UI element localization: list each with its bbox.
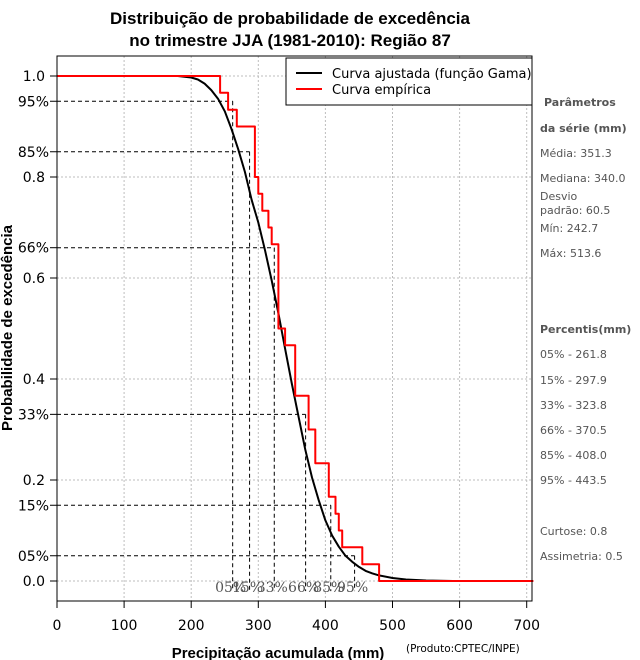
fitted-gamma-curve [177, 75, 453, 582]
stat-desvio-2: padrão: 60.5 [540, 204, 610, 217]
legend-label-empirical: Curva empírica [332, 83, 431, 98]
y-pct-label-4: 15% [18, 498, 49, 514]
x-tick-label-5: 500 [379, 618, 406, 634]
x-tick-label-7: 700 [513, 618, 540, 634]
chart-title-line2: no trimestre JJA (1981-2010): Região 87 [129, 31, 451, 50]
bottom-pct-label-0: 05% [215, 580, 246, 596]
empirical-step-curve [57, 75, 534, 582]
bottom-pct-label-1: 15% [232, 580, 263, 596]
grid [56, 56, 532, 601]
series-lines [57, 75, 534, 582]
y-percentile-labels: 95% 85% 66% 33% 15% 05% [18, 94, 57, 565]
stat-curtose: Curtose: 0.8 [540, 525, 607, 538]
y-axis: 0.0 0.2 0.4 0.6 0.8 1.0 [23, 69, 58, 590]
stat-mediana: Mediana: 340.0 [540, 172, 625, 185]
bottom-pct-label-4: 85% [313, 580, 344, 596]
bottom-pct-label-2: 33% [257, 580, 288, 596]
y-tick-label-4: 0.8 [23, 170, 45, 186]
params-title-2: da série (mm) [540, 122, 627, 135]
y-pct-label-0: 95% [18, 94, 49, 110]
y-tick-label-0: 0.0 [23, 574, 45, 590]
y-pct-label-1: 85% [18, 145, 49, 161]
percentil-15: 15% - 297.9 [540, 374, 607, 387]
stat-media: Média: 351.3 [540, 147, 612, 160]
chart-title-line1: Distribuição de probabilidade de excedên… [110, 9, 470, 28]
bottom-pct-label-3: 66% [288, 580, 319, 596]
stat-assimetria: Assimetria: 0.5 [540, 550, 623, 563]
stat-max: Máx: 513.6 [540, 247, 601, 260]
y-pct-label-3: 33% [18, 407, 49, 423]
percentile-guide-lines [57, 100, 356, 592]
stat-min: Mín: 242.7 [540, 222, 598, 235]
product-credit: (Produto:CPTEC/INPE) [406, 643, 520, 655]
percentil-33: 33% - 323.8 [540, 399, 607, 412]
stat-desvio-1: Desvio [540, 190, 578, 203]
legend-box [285, 57, 533, 106]
y-tick-label-5: 1.0 [23, 69, 45, 85]
statistics-panel: Parâmetros da série (mm) Média: 351.3 Me… [540, 96, 631, 563]
plot-frame [56, 55, 533, 602]
params-title-1: Parâmetros [544, 96, 616, 109]
y-tick-label-3: 0.6 [23, 271, 45, 287]
percentil-95: 95% - 443.5 [540, 474, 607, 487]
percentil-05: 05% - 261.8 [540, 348, 607, 361]
percentil-85: 85% - 408.0 [540, 449, 607, 462]
x-tick-label-6: 600 [446, 618, 473, 634]
y-pct-label-5: 05% [18, 549, 49, 565]
x-tick-label-0: 0 [53, 618, 62, 634]
y-tick-label-1: 0.2 [23, 473, 45, 489]
x-tick-label-2: 200 [178, 618, 205, 634]
x-tick-label-3: 300 [245, 618, 272, 634]
bottom-pct-label-5: 95% [337, 580, 368, 596]
bottom-percentile-labels: 05%15%33% 66%85%95% [215, 580, 368, 596]
y-axis-label: Probabilidade de excedência [0, 224, 16, 431]
y-pct-label-2: 66% [18, 241, 49, 257]
x-axis-label: Precipitação acumulada (mm) [172, 645, 385, 660]
x-tick-label-1: 100 [111, 618, 138, 634]
x-tick-label-4: 400 [312, 618, 339, 634]
y-tick-label-2: 0.4 [23, 372, 45, 388]
percentis-title: Percentis(mm) [540, 323, 631, 336]
legend-label-fitted: Curva ajustada (função Gama) [332, 67, 532, 82]
percentil-66: 66% - 370.5 [540, 424, 607, 437]
legend: Curva ajustada (função Gama) Curva empír… [285, 57, 533, 106]
x-axis: 0 100 200 300 400 500 600 700 [53, 600, 540, 634]
